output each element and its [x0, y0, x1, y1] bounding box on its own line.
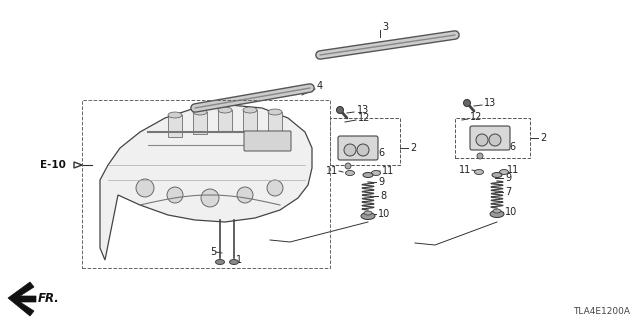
FancyBboxPatch shape [470, 126, 510, 150]
Text: 12: 12 [358, 113, 371, 123]
FancyBboxPatch shape [244, 131, 291, 151]
Ellipse shape [474, 170, 483, 174]
Ellipse shape [243, 107, 257, 113]
Text: 11: 11 [459, 165, 471, 175]
Ellipse shape [218, 107, 232, 113]
Ellipse shape [193, 109, 207, 115]
Circle shape [201, 189, 219, 207]
Ellipse shape [493, 209, 501, 213]
Text: 11: 11 [382, 166, 394, 176]
Circle shape [167, 187, 183, 203]
Text: 13: 13 [357, 105, 369, 115]
Text: 12: 12 [470, 112, 483, 122]
Text: 8: 8 [380, 191, 386, 201]
Circle shape [476, 134, 488, 146]
Bar [268, 112, 282, 134]
Circle shape [267, 180, 283, 196]
Text: E-10: E-10 [40, 160, 66, 170]
Text: 11: 11 [326, 166, 338, 176]
Bar [218, 110, 232, 132]
Text: 2: 2 [540, 133, 547, 143]
Ellipse shape [216, 260, 225, 265]
Text: 11: 11 [507, 165, 519, 175]
Ellipse shape [499, 170, 509, 174]
Ellipse shape [168, 112, 182, 118]
Text: 6: 6 [378, 148, 384, 158]
Text: 6: 6 [509, 142, 515, 152]
Circle shape [337, 107, 344, 114]
Ellipse shape [490, 211, 504, 218]
Text: 1: 1 [236, 255, 242, 265]
Circle shape [489, 134, 501, 146]
Ellipse shape [364, 211, 372, 215]
Ellipse shape [230, 260, 239, 265]
Circle shape [477, 153, 483, 159]
Circle shape [357, 144, 369, 156]
Ellipse shape [361, 212, 375, 220]
Text: 10: 10 [378, 209, 390, 219]
Circle shape [237, 187, 253, 203]
FancyBboxPatch shape [338, 136, 378, 160]
Ellipse shape [492, 172, 502, 178]
Bar [455, 118, 530, 158]
Bar [193, 112, 207, 134]
Text: 5: 5 [210, 247, 216, 257]
Bar [82, 100, 330, 268]
Text: 4: 4 [317, 81, 323, 91]
Ellipse shape [346, 171, 355, 175]
Ellipse shape [371, 171, 381, 175]
Text: 9: 9 [378, 177, 384, 187]
Text: 3: 3 [382, 22, 388, 32]
Text: 2: 2 [410, 143, 416, 153]
Circle shape [463, 100, 470, 107]
Ellipse shape [268, 109, 282, 115]
Bar [168, 115, 182, 137]
Text: 13: 13 [484, 98, 496, 108]
Polygon shape [100, 105, 312, 260]
Polygon shape [8, 282, 36, 316]
Polygon shape [74, 162, 82, 168]
Text: TLA4E1200A: TLA4E1200A [573, 308, 630, 316]
Text: FR.: FR. [38, 292, 60, 305]
Circle shape [345, 163, 351, 169]
Text: 9: 9 [505, 173, 511, 183]
Circle shape [136, 179, 154, 197]
Bar [243, 110, 257, 132]
Circle shape [344, 144, 356, 156]
Ellipse shape [363, 172, 373, 178]
Bar [330, 118, 400, 165]
Text: 7: 7 [505, 187, 511, 197]
Text: 10: 10 [505, 207, 517, 217]
